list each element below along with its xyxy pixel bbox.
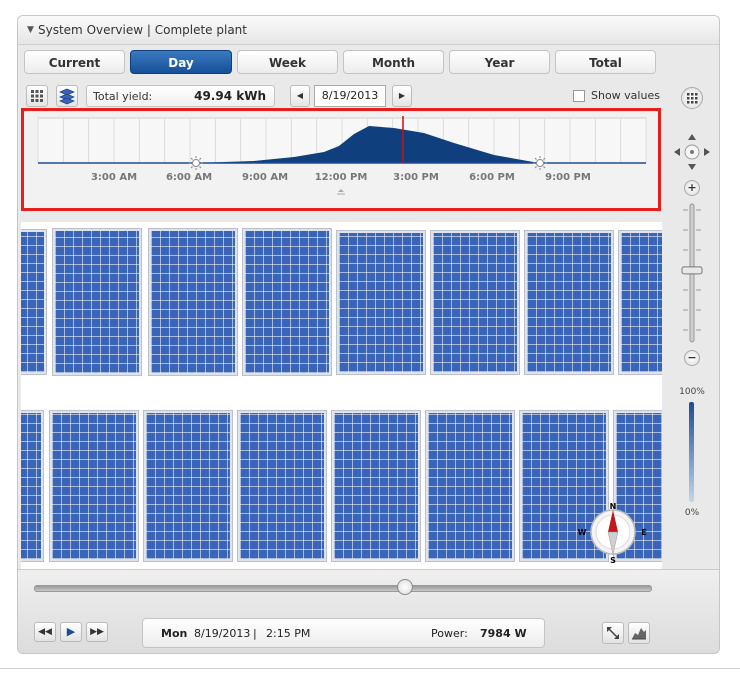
- tick-label-9am: 9:00 AM: [241, 172, 289, 183]
- show-values-checkbox[interactable]: [573, 90, 585, 102]
- solar-panel[interactable]: [149, 229, 237, 375]
- solar-panel[interactable]: [238, 411, 326, 561]
- total-yield-value: 49.94 kWh: [194, 89, 266, 103]
- daily-power-curve: [37, 116, 647, 195]
- solar-panel[interactable]: [426, 411, 514, 561]
- time-scrubber[interactable]: [34, 585, 652, 592]
- tick-label-3am: 3:00 AM: [90, 172, 138, 183]
- next-date-button[interactable]: ▶: [392, 85, 412, 107]
- window-title: System Overview | Complete plant: [38, 23, 247, 37]
- play-icon: ▶: [66, 625, 76, 638]
- compass-w: W: [578, 528, 587, 537]
- pan-up-icon[interactable]: [688, 134, 696, 140]
- tick-label-6pm: 6:00 PM: [469, 172, 515, 183]
- tab-year[interactable]: Year: [449, 50, 550, 74]
- compass-s: S: [610, 556, 616, 565]
- minus-icon: −: [687, 351, 697, 364]
- tab-current[interactable]: Current: [24, 50, 125, 74]
- sunrise-icon: [189, 156, 203, 170]
- compass-needle-north: [608, 510, 618, 532]
- solar-panel-icon: [59, 88, 75, 105]
- rewind-button[interactable]: ◀◀: [34, 622, 56, 642]
- compass-e: E: [641, 528, 646, 537]
- power-area: [38, 126, 646, 163]
- solar-panel[interactable]: [619, 231, 662, 374]
- solar-panel[interactable]: [21, 411, 43, 561]
- pan-right-icon[interactable]: [704, 148, 710, 156]
- chevron-right-icon: ▶: [398, 91, 406, 100]
- grid-icon: [687, 93, 698, 104]
- zoom-slider-handle[interactable]: [681, 266, 703, 275]
- tick-label-3pm: 3:00 PM: [393, 172, 439, 183]
- zoom-slider[interactable]: [677, 200, 707, 350]
- status-time: 2:15 PM: [266, 627, 311, 640]
- tab-day[interactable]: Day: [130, 50, 232, 74]
- footer-divider: [0, 668, 740, 669]
- status-readout: Mon 8/19/2013 | 2:15 PM Power: 7984 W: [142, 618, 545, 648]
- solar-panel[interactable]: [21, 230, 46, 374]
- collapse-caret-icon[interactable]: ▼: [27, 25, 34, 35]
- grid-icon: [31, 90, 43, 102]
- fast-forward-button[interactable]: ▶▶: [86, 622, 108, 642]
- solar-panel[interactable]: [53, 229, 141, 375]
- tab-total[interactable]: Total: [555, 50, 656, 74]
- zoom-in-button[interactable]: +: [684, 180, 700, 196]
- total-yield-display: Total yield: 49.94 kWh: [86, 85, 275, 107]
- chevron-left-icon: ◀: [296, 91, 304, 100]
- day-timeline[interactable]: 3:00 AM 6:00 AM 9:00 AM 12:00 PM 3:00 PM…: [24, 112, 659, 209]
- compass-widget[interactable]: N S E W: [573, 492, 653, 569]
- tick-label-12pm: 12:00 PM: [314, 172, 368, 183]
- tick-label-6am: 6:00 AM: [165, 172, 213, 183]
- solar-panel[interactable]: [144, 411, 232, 561]
- tab-month[interactable]: Month: [343, 50, 444, 74]
- title-bar[interactable]: ▼ System Overview | Complete plant: [18, 16, 719, 45]
- expand-icon: [607, 627, 619, 639]
- system-overview-window: ▼ System Overview | Complete plant Curre…: [17, 15, 720, 654]
- fast-forward-icon: ▶▶: [90, 627, 104, 637]
- show-values-label[interactable]: Show values: [591, 89, 660, 102]
- view-controls-sidebar: + − 100% 0%: [668, 76, 718, 576]
- compass-n: N: [610, 502, 617, 511]
- rewind-icon: ◀◀: [38, 627, 52, 637]
- expand-timeline-icon[interactable]: [337, 189, 345, 195]
- opacity-min-label: 0%: [684, 508, 700, 518]
- time-scrubber-handle[interactable]: [396, 579, 413, 595]
- sunset-icon: [533, 156, 547, 170]
- previous-date-button[interactable]: ◀: [290, 85, 310, 107]
- zoom-out-button[interactable]: −: [684, 350, 700, 366]
- grid-view-button[interactable]: [26, 85, 48, 107]
- solar-panel[interactable]: [337, 231, 425, 374]
- tab-week[interactable]: Week: [237, 50, 338, 74]
- solar-panel[interactable]: [520, 411, 608, 561]
- pan-control[interactable]: [672, 132, 712, 172]
- solar-panel[interactable]: [431, 231, 519, 374]
- layout-toggle-button[interactable]: [681, 87, 703, 109]
- status-date: 8/19/2013: [194, 627, 251, 640]
- pan-left-icon[interactable]: [674, 148, 680, 156]
- panel-view-button[interactable]: [56, 85, 78, 107]
- power-label: Power:: [431, 627, 468, 640]
- tick-label-9pm: 9:00 PM: [545, 172, 591, 183]
- total-yield-label: Total yield:: [93, 90, 153, 103]
- pan-down-icon[interactable]: [688, 164, 696, 170]
- fullscreen-button[interactable]: [602, 622, 624, 644]
- status-day: Mon: [161, 627, 188, 640]
- solar-panel[interactable]: [243, 229, 331, 375]
- power-value: 7984 W: [480, 627, 527, 640]
- opacity-max-label: 100%: [679, 387, 705, 397]
- date-field[interactable]: 8/19/2013: [314, 85, 386, 107]
- play-button[interactable]: ▶: [60, 622, 82, 642]
- plant-view[interactable]: N S E W: [21, 222, 662, 569]
- solar-panel[interactable]: [50, 411, 138, 561]
- solar-panel[interactable]: [525, 231, 613, 374]
- opacity-gradient-bar[interactable]: [689, 402, 694, 502]
- status-separator: |: [253, 627, 257, 640]
- playback-bar: ◀◀ ▶ ▶▶ Mon 8/19/2013 | 2:15 PM Power: 7…: [18, 569, 719, 653]
- solar-panel[interactable]: [332, 411, 420, 561]
- plus-icon: +: [687, 181, 697, 194]
- chart-view-button[interactable]: [628, 622, 650, 644]
- area-chart-icon: [632, 628, 646, 640]
